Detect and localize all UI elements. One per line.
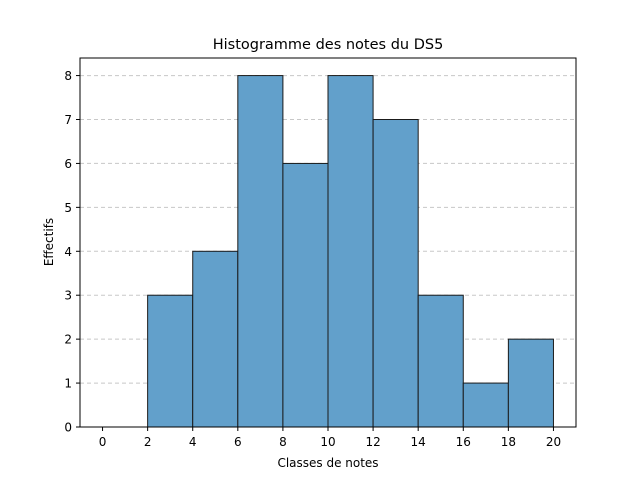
y-tick-label: 5 [64, 201, 72, 215]
y-tick-label: 2 [64, 333, 72, 347]
x-tick-label: 10 [320, 435, 335, 449]
x-tick-label: 16 [456, 435, 471, 449]
histogram-bar [282, 162, 329, 428]
histogram-bar [372, 119, 419, 428]
histogram-bar [327, 75, 374, 428]
histogram-bar [462, 382, 509, 428]
y-tick-label: 4 [64, 245, 72, 259]
y-axis-label: Effectifs [42, 218, 56, 266]
y-tick-label: 7 [64, 113, 72, 127]
histogram-bar [417, 294, 464, 428]
x-tick-label: 20 [546, 435, 561, 449]
x-tick-label: 2 [144, 435, 152, 449]
y-tick-label: 3 [64, 289, 72, 303]
histogram-bar [237, 75, 284, 428]
x-axis-ticks: 0 2 4 6 8 10 12 14 16 18 20 [99, 427, 561, 449]
histogram-bar [147, 294, 194, 428]
y-tick-label: 0 [64, 421, 72, 435]
y-tick-label: 8 [64, 69, 72, 83]
y-axis-ticks: 0 1 2 3 4 5 6 7 8 [64, 69, 80, 435]
x-tick-label: 4 [189, 435, 197, 449]
x-tick-label: 18 [501, 435, 516, 449]
y-tick-label: 1 [64, 377, 72, 391]
chart-title: Histogramme des notes du DS5 [213, 37, 444, 53]
x-axis-label: Classes de notes [277, 456, 378, 470]
bars [147, 75, 554, 428]
histogram-bar [507, 338, 554, 428]
x-tick-label: 12 [365, 435, 380, 449]
y-tick-label: 6 [64, 157, 72, 171]
x-tick-label: 8 [279, 435, 287, 449]
x-tick-label: 0 [99, 435, 107, 449]
x-tick-label: 14 [411, 435, 426, 449]
x-tick-label: 6 [234, 435, 242, 449]
histogram-bar [192, 250, 239, 428]
